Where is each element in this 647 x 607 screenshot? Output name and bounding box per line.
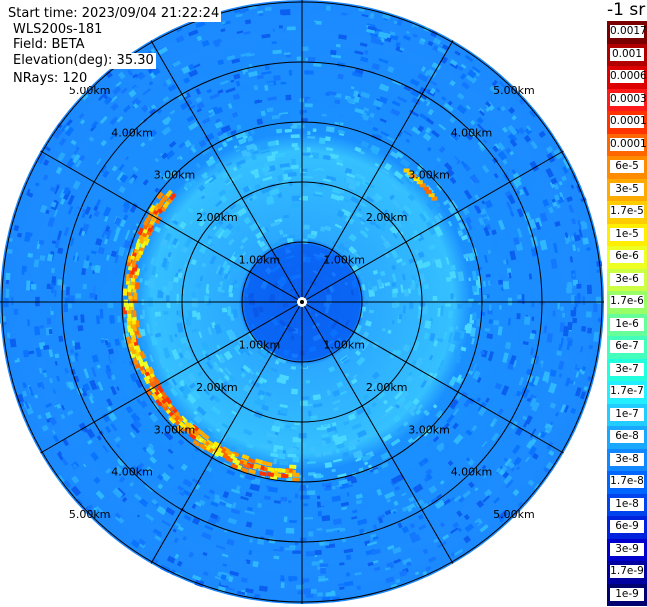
range-ring-label: 1.00km (239, 338, 281, 351)
colorbar-swatch: 1.7e-5 (607, 201, 647, 224)
start-time-label: Start time: 2023/09/04 21:22:24 (6, 6, 222, 22)
colorbar-tick-label: 1e-8 (610, 497, 644, 511)
colorbar-tick-label: 6e-7 (610, 340, 644, 353)
colorbar-swatch: 1.7e-8 (607, 471, 647, 494)
units-label: -1 sr (607, 0, 646, 20)
colorbar-tick-label: 1e-7 (610, 407, 644, 421)
aerosol-edge-band (122, 168, 438, 482)
colorbar-tick-label: 0.0003 (610, 92, 647, 106)
scan-texture (0, 4, 603, 603)
radar-center-icon (297, 297, 307, 307)
colorbar-tick-label: 6e-5 (610, 160, 644, 173)
colorbar-tick-label: 0.0017 (610, 25, 647, 38)
colorbar-swatch: 0.0017 (607, 21, 647, 44)
colorbar-tick-label: 1e-5 (610, 227, 644, 241)
range-ring-label: 5.00km (493, 84, 535, 97)
range-ring-label: 1.00km (239, 254, 281, 267)
colorbar-swatch: 0.0001 (607, 133, 647, 156)
colorbar-tick-label: 1.7e-5 (610, 205, 644, 218)
colorbar-swatch: 3e-8 (607, 448, 647, 471)
nrays-label: NRays: 120 (11, 71, 90, 87)
colorbar-tick-label: 6e-8 (610, 430, 644, 443)
elevation-label: Elevation(deg): 35.30 (11, 53, 156, 69)
colorbar-swatch: 1e-8 (607, 493, 647, 516)
field-label: Field: BETA (11, 37, 87, 53)
colorbar-swatch: 6e-5 (607, 156, 647, 179)
colorbar-swatch: 6e-7 (607, 336, 647, 359)
colorbar-tick-label: 0.00017 (610, 115, 647, 128)
colorbar-swatch: 1e-5 (607, 223, 647, 246)
range-ring-label: 3.00km (408, 423, 450, 436)
colorbar-tick-label: 6e-9 (610, 520, 644, 533)
colorbar-tick-label: 1e-9 (610, 587, 644, 601)
range-ring-label: 3.00km (408, 169, 450, 182)
range-labels: 1.00km 1.00km 1.00km 1.00km 2.00km 2.00km 2.00… (69, 84, 535, 521)
colorbar-tick-label: 1e-6 (610, 317, 644, 331)
colorbar-tick-label: 1.7e-6 (610, 295, 644, 308)
colorbar-swatch: 3e-9 (607, 538, 647, 561)
colorbar-swatch: 3e-6 (607, 268, 647, 291)
colorbar-tick-label: 3e-8 (610, 452, 644, 466)
range-ring-label: 5.00km (69, 508, 111, 521)
range-ring-label: 4.00km (111, 126, 153, 139)
colorbar-tick-label: 1.7e-7 (610, 385, 644, 398)
colorbar-swatch: 1e-7 (607, 403, 647, 426)
colorbar-tick-label: 1.7e-9 (610, 565, 644, 578)
range-ring-label: 3.00km (154, 169, 196, 182)
range-ring-label: 1.00km (323, 338, 365, 351)
range-ring-label: 2.00km (196, 381, 238, 394)
colorbar-swatch: 6e-6 (607, 246, 647, 269)
colorbar-tick-label: 3e-6 (610, 272, 644, 286)
range-ring-label: 4.00km (451, 126, 493, 139)
colorbar-tick-label: 3e-7 (610, 362, 644, 376)
colorbar-tick-label: 6e-6 (610, 250, 644, 263)
range-ring-label: 2.00km (196, 211, 238, 224)
colorbar-swatch: 1e-9 (607, 583, 647, 606)
colorbar-swatch: 3e-5 (607, 178, 647, 201)
range-ring-label: 5.00km (69, 84, 111, 97)
colorbar-swatch: 0.001 (607, 43, 647, 66)
range-ring-label: 5.00km (493, 508, 535, 521)
range-ring-label: 4.00km (451, 466, 493, 479)
colorbar-swatch: 0.00017 (607, 111, 647, 134)
colorbar-swatch: 0.0006 (607, 66, 647, 89)
colorbar-swatch: 0.0003 (607, 88, 647, 111)
colorbar-swatch: 6e-9 (607, 516, 647, 539)
colorbar-swatch: 1.7e-9 (607, 561, 647, 584)
colorbar-tick-label: 1.7e-8 (610, 475, 644, 488)
range-ring-label: 2.00km (366, 381, 408, 394)
instrument-label: WLS200s-181 (11, 22, 105, 38)
colorbar-swatch: 3e-7 (607, 358, 647, 381)
colorbar-tick-label: 0.0001 (610, 137, 647, 151)
colorbar-tick-label: 3e-9 (610, 542, 644, 556)
colorbar-tick-label: 3e-5 (610, 182, 644, 196)
range-ring-label: 3.00km (154, 423, 196, 436)
colorbar-tick-label: 0.0006 (610, 70, 647, 83)
colorbar-tick-label: 0.001 (610, 47, 644, 61)
range-ring-label: 4.00km (111, 466, 153, 479)
colorbar-swatch: 1e-6 (607, 313, 647, 336)
colorbar-swatch: 1.7e-6 (607, 291, 647, 314)
colorbar-swatch: 6e-8 (607, 426, 647, 449)
colorbar-swatch: 1.7e-7 (607, 381, 647, 404)
colorbar-legend: 0.0017 0.001 0.0006 0.0003 0.00017 0.0001 6e-5… (607, 21, 647, 606)
range-ring-label: 1.00km (323, 254, 365, 267)
range-ring-label: 2.00km (366, 211, 408, 224)
